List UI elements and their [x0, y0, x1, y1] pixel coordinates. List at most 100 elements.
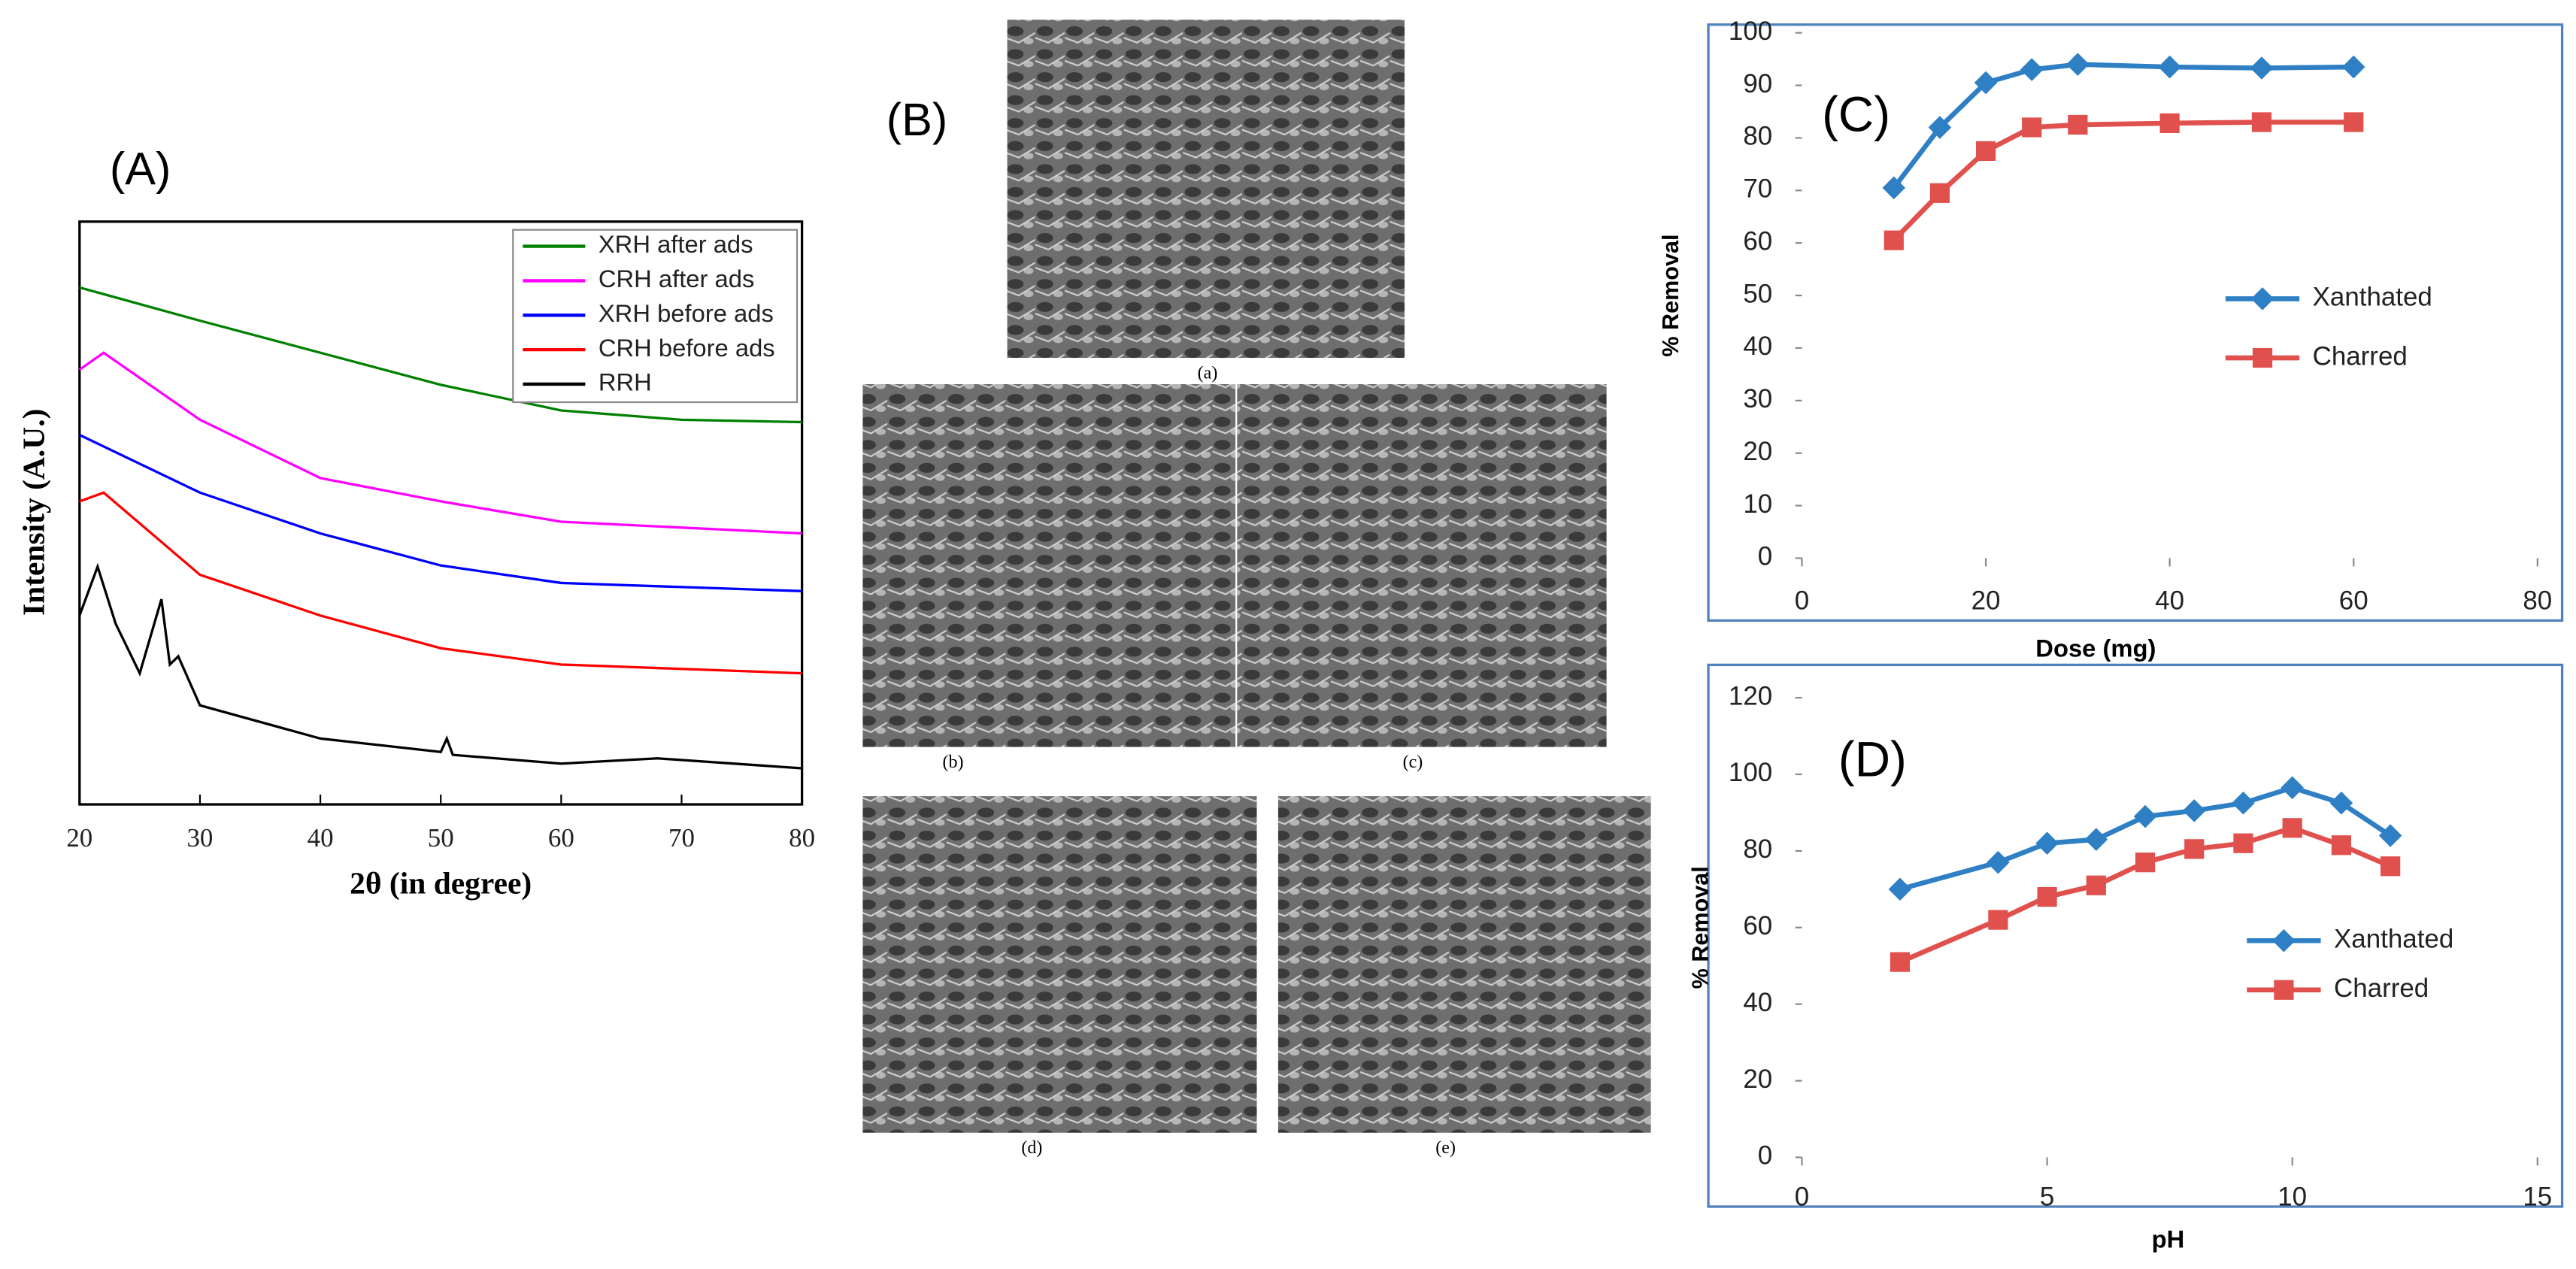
image-label: (a)	[1198, 363, 1218, 383]
x-axis-label: Dose (mg)	[2035, 634, 2156, 662]
marker	[2086, 875, 2106, 895]
legend-label: Xanthated	[2334, 924, 2453, 953]
marker	[2274, 980, 2294, 1000]
x-tick-label: 60	[548, 823, 574, 853]
y-tick-label: 100	[1729, 758, 1772, 787]
y-tick-label: 50	[1743, 279, 1772, 308]
x-tick-label: 80	[789, 823, 815, 853]
marker	[1890, 952, 1911, 972]
x-tick-label: 0	[1795, 1182, 1809, 1211]
legend-label: Charred	[2334, 974, 2429, 1003]
y-tick-label: 10	[1743, 489, 1772, 519]
marker	[2182, 799, 2206, 822]
marker	[2159, 113, 2180, 133]
y-axis-label: % Removal	[1658, 235, 1683, 357]
x-axis-label: 2θ (in degree)	[350, 866, 532, 901]
legend-label: Xanthated	[2313, 283, 2432, 312]
marker	[2133, 804, 2157, 828]
chart-frame	[1707, 663, 2564, 1208]
marker	[2331, 835, 2352, 856]
y-tick-label: 20	[1743, 1065, 1772, 1094]
x-tick-label: 40	[308, 823, 334, 853]
legend-label: Charred	[2313, 341, 2408, 371]
y-tick-label: 90	[1743, 69, 1772, 98]
marker	[2068, 114, 2088, 135]
series-line	[1899, 785, 2392, 892]
chart-frame	[1707, 23, 2564, 622]
sem-image	[1237, 383, 1607, 747]
image-label: (d)	[1021, 1138, 1042, 1158]
y-tick-label: 30	[1743, 384, 1772, 413]
marker	[2233, 833, 2253, 853]
marker	[2381, 856, 2401, 877]
y-tick-label: 40	[1743, 332, 1772, 361]
x-tick-label: 80	[2523, 586, 2552, 616]
marker	[2022, 117, 2042, 138]
panel-label: (A)	[110, 143, 171, 194]
marker	[2281, 776, 2304, 800]
x-tick-label: 70	[668, 823, 695, 853]
x-tick-label: 5	[2040, 1182, 2054, 1211]
y-tick-label: 100	[1729, 17, 1772, 46]
legend-label: RRH	[599, 368, 652, 396]
marker	[2329, 791, 2353, 815]
marker	[2020, 58, 2044, 81]
y-tick-label: 70	[1743, 174, 1772, 204]
sem-image	[862, 796, 1257, 1133]
marker	[2158, 55, 2181, 79]
series-line	[79, 286, 802, 424]
image-label: (c)	[1403, 753, 1423, 772]
y-tick-label: 60	[1743, 226, 1772, 256]
marker	[2250, 287, 2274, 310]
series-line	[78, 562, 802, 770]
sem-image	[862, 383, 1236, 747]
y-axis-label: % Removal	[1687, 866, 1713, 989]
marker	[2252, 347, 2273, 368]
series-line	[1892, 62, 2354, 189]
marker	[2251, 112, 2272, 132]
marker	[2037, 886, 2057, 907]
y-tick-label: 60	[1743, 911, 1772, 940]
marker	[2184, 839, 2205, 859]
marker	[1884, 230, 1904, 250]
y-tick-label: 40	[1743, 988, 1772, 1017]
series-line	[79, 434, 802, 592]
marker	[2066, 53, 2090, 76]
x-tick-label: 60	[2339, 586, 2368, 616]
legend-label: XRH after ads	[599, 230, 753, 258]
sem-image	[1007, 20, 1405, 359]
x-tick-label: 50	[428, 823, 454, 853]
x-tick-label: 0	[1795, 586, 1809, 616]
marker	[2341, 55, 2365, 79]
marker	[2250, 56, 2274, 80]
series-line	[78, 351, 802, 535]
legend-label: CRH before ads	[599, 334, 775, 362]
marker	[2272, 928, 2296, 953]
sem-image	[1277, 796, 1651, 1133]
x-axis-label: pH	[2152, 1225, 2185, 1253]
legend-label: CRH after ads	[599, 265, 755, 292]
y-tick-label: 20	[1743, 437, 1772, 466]
x-tick-label: 15	[2523, 1182, 2552, 1211]
panel-label: (D)	[1838, 732, 1907, 787]
marker	[2344, 112, 2364, 132]
marker	[2282, 818, 2302, 838]
y-tick-label: 0	[1758, 1141, 1772, 1171]
marker	[1974, 71, 1998, 95]
marker	[1888, 877, 1912, 901]
panel-label: (B)	[886, 94, 947, 145]
y-axis-label: Intensity (A.U.)	[17, 409, 52, 616]
series-line	[79, 491, 802, 675]
x-tick-label: 10	[2277, 1182, 2307, 1211]
image-label: (b)	[943, 753, 964, 772]
x-tick-label: 30	[186, 823, 213, 853]
x-tick-label: 40	[2155, 586, 2184, 616]
marker	[1988, 910, 2008, 930]
marker	[2084, 828, 2108, 851]
y-tick-label: 80	[1743, 122, 1772, 151]
x-tick-label: 20	[1971, 586, 2001, 616]
image-label: (e)	[1435, 1138, 1456, 1158]
marker	[2135, 853, 2156, 873]
